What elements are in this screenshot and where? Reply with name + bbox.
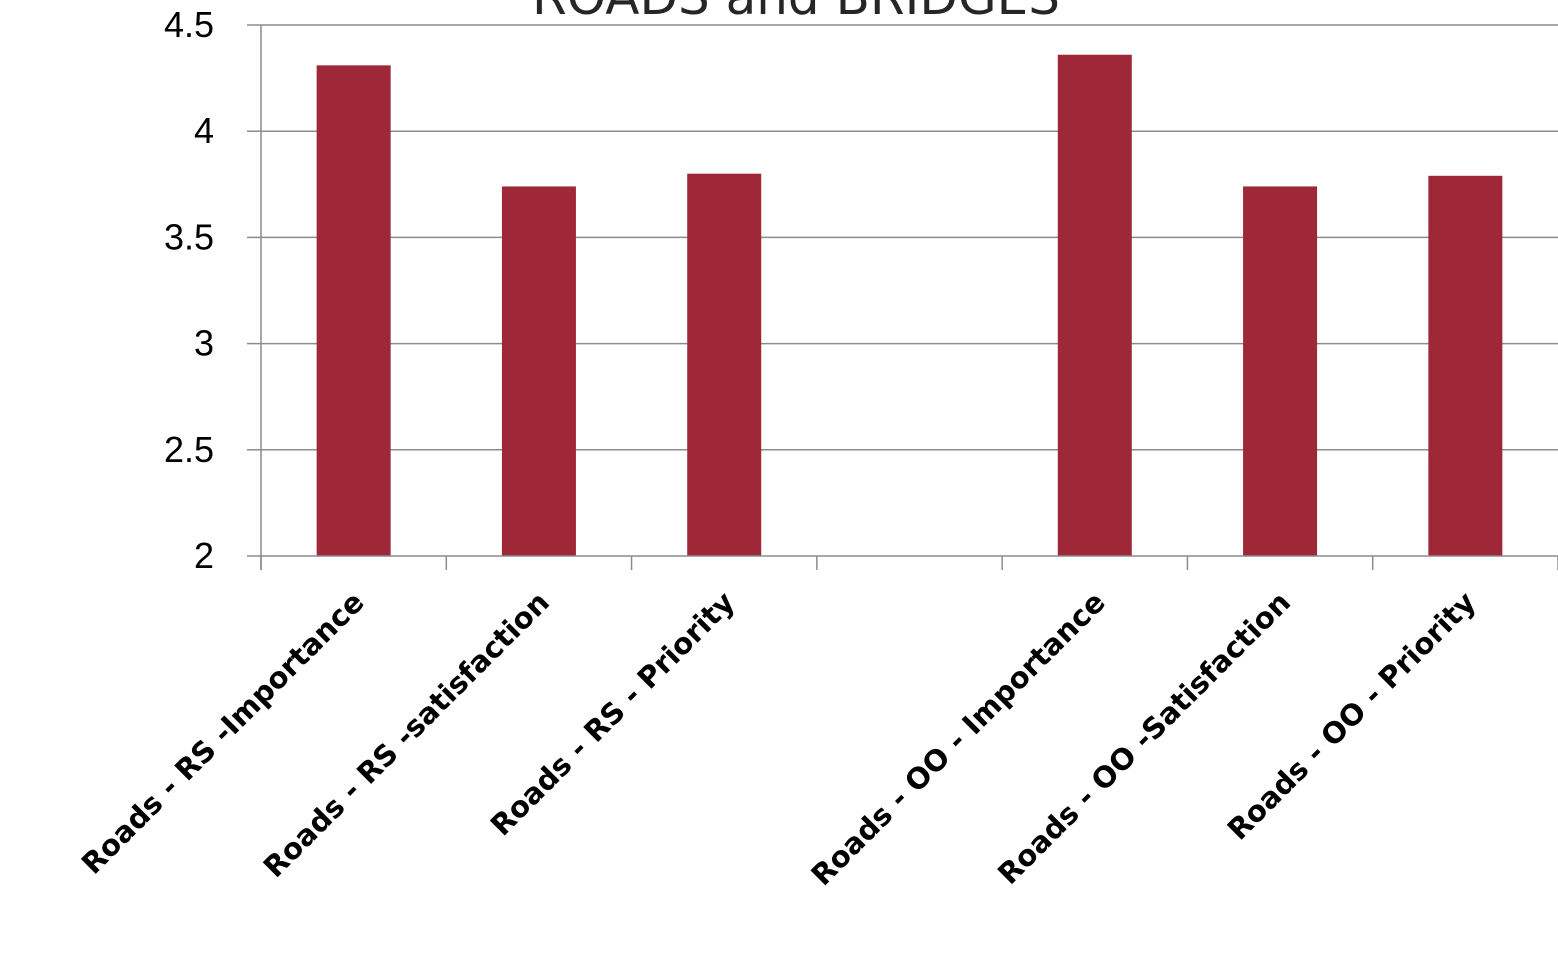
gridlines (261, 24, 1558, 451)
y-axis-tick-labels: 2 2.5 3 3.5 4 4.5 (164, 4, 214, 576)
y-tick-label: 3.5 (164, 216, 214, 257)
y-tick-label: 4.5 (164, 4, 214, 45)
y-tick-label: 4 (194, 110, 214, 151)
y-tick-label: 2.5 (164, 429, 214, 470)
bar (687, 173, 762, 556)
y-tick-label: 2 (194, 535, 214, 576)
x-tick-label: Roads - OO - Importance (804, 585, 1111, 892)
x-tick-label: Roads - OO -Satisfaction (991, 585, 1297, 891)
y-tick-label: 3 (194, 323, 214, 364)
bar (1057, 54, 1132, 557)
x-axis (247, 24, 1558, 570)
bar (1243, 186, 1318, 556)
chart-title: ROADS and BRIDGES (532, 0, 1060, 26)
bars (316, 54, 1503, 557)
bar (1428, 175, 1503, 556)
bar (501, 186, 576, 556)
bar (316, 65, 391, 556)
